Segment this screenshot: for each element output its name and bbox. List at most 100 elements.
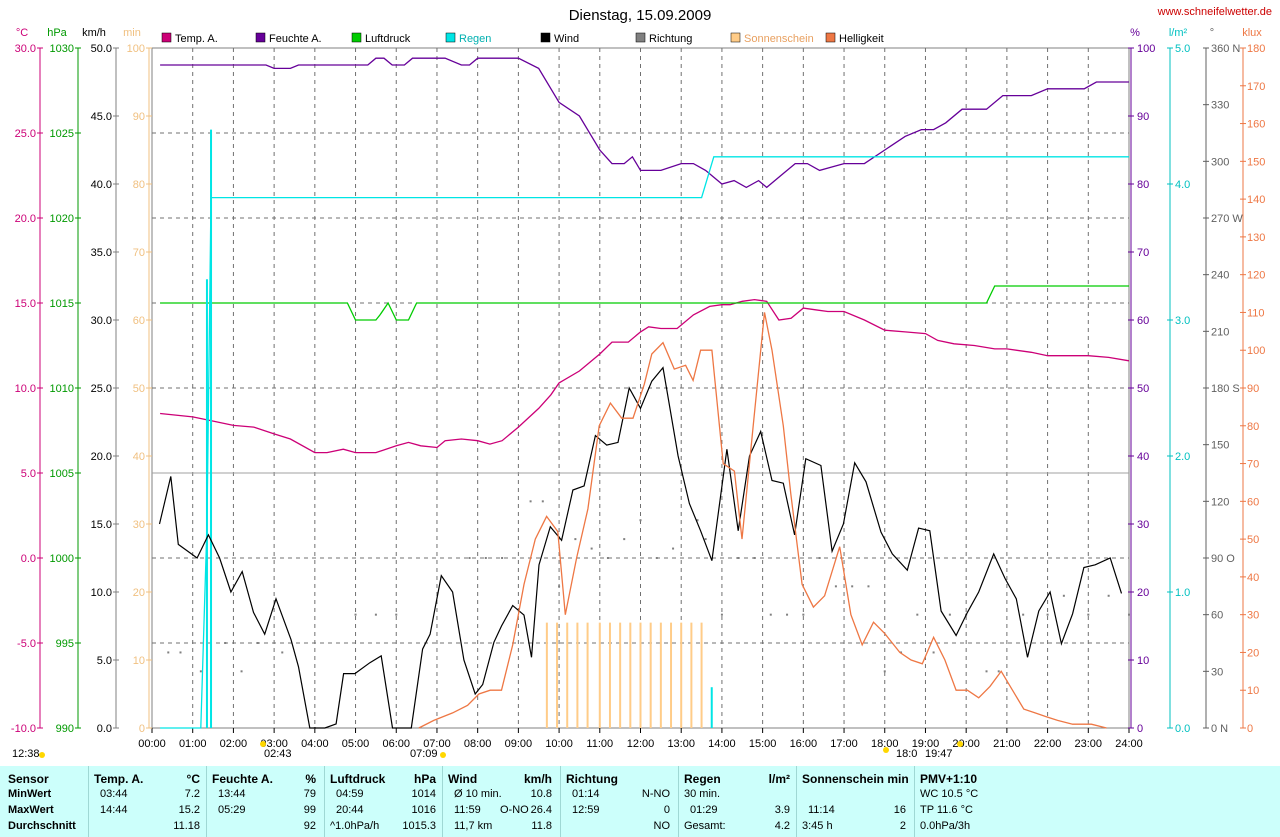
temp-unit-label: °C — [16, 27, 28, 39]
direction-point — [737, 557, 740, 559]
humidity-tick-label: 0 — [1137, 723, 1143, 735]
direction-point — [623, 538, 626, 541]
legend-label: Helligkeit — [839, 33, 884, 45]
temp-tick-label: -5.0 — [17, 638, 36, 650]
direction-point — [558, 585, 561, 588]
direction-point — [916, 613, 919, 616]
set-a-time: 18:0 — [896, 748, 917, 760]
sunshine-max-value: 16 — [893, 804, 906, 816]
brightness-tick-label: 40 — [1247, 572, 1259, 584]
brightness-tick-label: 90 — [1247, 383, 1259, 395]
direction-point — [997, 670, 1000, 673]
wind-tick-label: 35.0 — [91, 247, 112, 259]
x-tick-label: 10:00 — [545, 738, 573, 750]
wind-distance: 11,7 km — [454, 820, 493, 832]
x-tick-label: 16:00 — [790, 738, 818, 750]
legend-swatch — [825, 32, 836, 43]
direction-point — [1062, 594, 1065, 597]
minutes-tick-label: 30 — [133, 519, 145, 531]
sunshine-max-time: 11:14 — [808, 804, 835, 816]
stats-pmv: PMV+1:10 WC 10.5 °C TP 11.6 °C 0.0hPa/3h — [920, 766, 1030, 837]
humidity-min-value: 79 — [303, 788, 316, 800]
sun-icon — [440, 752, 446, 758]
rise-small-time: 02:43 — [264, 748, 292, 760]
wind-tick-label: 40.0 — [91, 179, 112, 191]
x-tick-label: 23:00 — [1075, 738, 1103, 750]
x-tick-label: 20:00 — [952, 738, 980, 750]
series-regen — [160, 156, 1129, 729]
humidity-tick-label: 80 — [1137, 179, 1149, 191]
wind-tick-label: 20.0 — [91, 451, 112, 463]
direction-point — [529, 500, 532, 503]
direction-tick-label: 240 — [1211, 270, 1229, 282]
humidity-tick-label: 20 — [1137, 587, 1149, 599]
direction-tick-label: 270 W — [1211, 213, 1243, 225]
sun-icon — [957, 741, 963, 747]
pressure-tick-label: 1015 — [50, 298, 74, 310]
temp-min-time: 03:44 — [100, 788, 128, 800]
rain-tick-label: 4.0 — [1175, 179, 1190, 191]
legend-label: Regen — [459, 33, 491, 45]
direction-point — [240, 670, 243, 673]
direction-point — [696, 519, 699, 522]
wind-tick-label: 0.0 — [97, 723, 112, 735]
direction-tick-label: 330 — [1211, 100, 1229, 112]
direction-point — [753, 557, 756, 559]
humidity-avg: 92 — [303, 820, 316, 832]
brightness-tick-label: 100 — [1247, 345, 1265, 357]
x-tick-label: 14:00 — [708, 738, 736, 750]
direction-point — [786, 613, 789, 616]
direction-header: Richtung — [566, 772, 618, 786]
pressure-unit-label: hPa — [47, 27, 67, 39]
direction-point — [900, 651, 903, 654]
pressure-max-time: 20:44 — [336, 804, 364, 816]
temp-tick-label: 15.0 — [15, 298, 36, 310]
x-tick-label: 19:00 — [912, 738, 940, 750]
direction-max-time: 12:59 — [572, 804, 600, 816]
wind-header: Wind — [448, 772, 478, 786]
wind-tick-label: 50.0 — [91, 43, 112, 55]
humidity-tick-label: 100 — [1137, 43, 1155, 55]
direction-point — [720, 613, 723, 616]
wind-tick-label: 5.0 — [97, 655, 112, 667]
x-tick-label: 11:00 — [586, 738, 613, 750]
direction-point — [606, 557, 609, 559]
pressure-trend: ^1.0hPa/h — [330, 820, 380, 832]
stats-rain: Regen l/m² 30 min. 01:29 3.9 Gesamt: 4.2 — [684, 766, 794, 837]
x-tick-label: 08:00 — [464, 738, 492, 750]
legend-swatch — [635, 32, 646, 43]
direction-unit-label: ° — [1210, 27, 1214, 39]
pressure-tick-label: 1005 — [50, 468, 74, 480]
brightness-tick-label: 60 — [1247, 496, 1259, 508]
brightness-tick-label: 80 — [1247, 421, 1259, 433]
pressure-tick-label: 1030 — [50, 43, 74, 55]
sun-markers: 12:38 02:43 07:09 18:0 19:47 — [12, 741, 963, 760]
moonrise-time: 12:38 — [12, 748, 40, 760]
rain-total-label: Gesamt: — [684, 820, 726, 832]
brightness-unit-label: klux — [1242, 27, 1262, 39]
x-tick-label: 02:00 — [220, 738, 248, 750]
rain-tick-label: 3.0 — [1175, 315, 1190, 327]
x-tick-label: 05:00 — [342, 738, 370, 750]
pressure-min-value: 1014 — [411, 788, 436, 800]
pressure-tick-label: 1025 — [50, 128, 74, 140]
pressure-tick-label: 1020 — [50, 213, 74, 225]
direction-point — [541, 500, 544, 503]
stats-sunshine: Sonnenschein min 11:14 16 3:45 h 2 — [802, 766, 910, 837]
humidity-min-time: 13:44 — [218, 788, 246, 800]
direction-point — [1107, 594, 1110, 597]
minutes-tick-label: 10 — [133, 655, 145, 667]
wind-tick-label: 15.0 — [91, 519, 112, 531]
direction-tick-label: 150 — [1211, 440, 1229, 452]
rain-max-value: 3.9 — [774, 804, 790, 816]
direction-point — [883, 670, 886, 673]
direction-point — [769, 613, 772, 616]
direction-min-time: 01:14 — [572, 788, 600, 800]
direction-tick-label: 120 — [1211, 496, 1229, 508]
direction-point — [468, 557, 471, 559]
direction-point — [802, 613, 805, 616]
pressure-avg: 1015.3 — [402, 820, 436, 832]
humidity-tick-label: 50 — [1137, 383, 1149, 395]
minutes-tick-label: 0 — [139, 723, 145, 735]
direction-point — [948, 613, 951, 616]
